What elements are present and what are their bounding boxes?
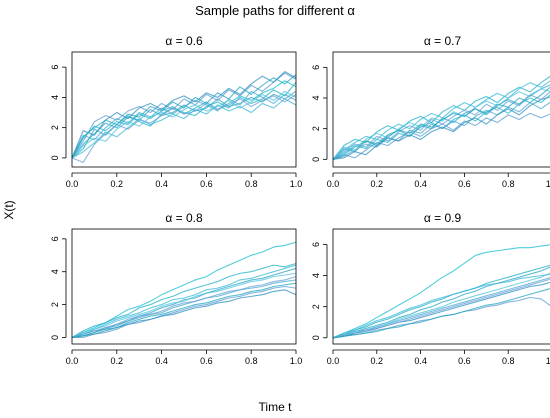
y-tick-label: 4 [311, 95, 321, 100]
y-tick-label: 2 [50, 302, 60, 307]
series-line-9 [332, 278, 550, 339]
x-tick-label: 0.4 [155, 179, 168, 189]
series-line-9 [332, 91, 550, 160]
x-tick-label: 1.0 [546, 356, 550, 366]
x-tick-label: 0.2 [371, 356, 384, 366]
y-tick-label: 2 [50, 125, 60, 130]
panel-2: α = 0.7 0.0 0.2 0.4 0.6 0.8 1.0 0 2 4 6 [311, 34, 550, 189]
y-tick-label: 6 [311, 65, 321, 70]
series-line-6 [332, 273, 550, 339]
x-tick-label: 0.6 [458, 179, 471, 189]
y-tick-label: 2 [311, 126, 321, 131]
series-line-1 [71, 80, 297, 159]
figure-title: Sample paths for different α [195, 3, 355, 18]
series-line-8 [71, 272, 297, 338]
y-tick-label: 4 [50, 269, 60, 274]
series-line-7 [332, 96, 550, 160]
series-line-7 [71, 289, 297, 338]
x-tick-label: 0.6 [200, 179, 213, 189]
x-tick-label: 0.0 [327, 356, 340, 366]
series-line-10 [71, 74, 297, 159]
x-tick-label: 0.8 [502, 356, 515, 366]
plot-frame [71, 51, 297, 168]
y-tick-label: 4 [311, 273, 321, 278]
x-tick-label: 0.4 [155, 356, 168, 366]
x-tick-label: 0.2 [111, 179, 124, 189]
series-line-4 [332, 75, 550, 160]
series-line-4 [71, 262, 297, 338]
panel-title: α = 0.7 [424, 34, 462, 48]
series-line-2 [71, 90, 297, 159]
panel-title: α = 0.6 [165, 34, 203, 48]
x-tick-label: 0.8 [502, 179, 515, 189]
y-tick-label: 0 [50, 335, 60, 340]
y-tick-label: 6 [50, 236, 60, 241]
x-tick-label: 0.0 [66, 179, 79, 189]
plot-frame [71, 228, 297, 345]
x-tick-label: 0.8 [245, 179, 258, 189]
panel-3: α = 0.8 0.0 0.2 0.4 0.6 0.8 1.0 0 2 4 6 [50, 211, 302, 366]
x-tick-label: 0.8 [245, 356, 258, 366]
x-tick-label: 0.6 [200, 356, 213, 366]
x-tick-label: 1.0 [290, 356, 303, 366]
series-line-7 [71, 71, 297, 159]
x-tick-label: 0.2 [371, 179, 384, 189]
series-line-6 [71, 98, 297, 159]
panel-1: α = 0.6 0.0 0.2 0.4 0.6 0.8 1.0 0 2 4 6 [50, 34, 302, 189]
y-tick-label: 0 [311, 335, 321, 340]
series-line-2 [332, 266, 550, 339]
series-line-10 [332, 86, 550, 160]
x-axis-label: Time t [259, 400, 293, 414]
series-line-6 [71, 264, 297, 338]
series-line-3 [71, 90, 297, 159]
x-tick-label: 0.0 [66, 356, 79, 366]
y-tick-label: 0 [311, 157, 321, 162]
x-tick-label: 1.0 [546, 179, 550, 189]
y-tick-label: 0 [50, 155, 60, 160]
x-tick-label: 0.6 [458, 356, 471, 366]
y-tick-label: 2 [311, 304, 321, 309]
plot-frame [332, 51, 550, 168]
series-line-4 [332, 264, 550, 339]
series-line-10 [332, 288, 550, 339]
y-tick-label: 4 [50, 95, 60, 100]
panel-4: α = 0.9 0.0 0.2 0.4 0.6 0.8 1.0 0 2 4 6 [311, 211, 550, 366]
series-line-8 [71, 90, 297, 159]
x-tick-label: 0.0 [327, 179, 340, 189]
plot-frame [332, 228, 550, 345]
x-tick-label: 0.4 [414, 356, 427, 366]
series-line-10 [71, 282, 297, 338]
x-tick-label: 0.4 [414, 179, 427, 189]
y-tick-label: 6 [50, 65, 60, 70]
panel-title: α = 0.8 [165, 211, 203, 225]
x-tick-label: 1.0 [290, 179, 303, 189]
series-line-5 [72, 285, 297, 338]
series-line-1 [332, 244, 550, 339]
series-line-3 [332, 101, 550, 160]
series-line-9 [71, 276, 297, 338]
y-tick-label: 6 [311, 242, 321, 247]
series-line-4 [71, 81, 297, 159]
series-line-9 [71, 93, 297, 164]
panels: α = 0.6 0.0 0.2 0.4 0.6 0.8 1.0 0 2 4 6 α = 0.7 0.0 0… [50, 34, 550, 366]
panel-title: α = 0.9 [424, 211, 462, 225]
series-line-7 [332, 281, 550, 339]
y-axis-label: X(t) [2, 200, 16, 219]
series-line-8 [332, 88, 550, 160]
x-tick-label: 0.2 [111, 356, 124, 366]
